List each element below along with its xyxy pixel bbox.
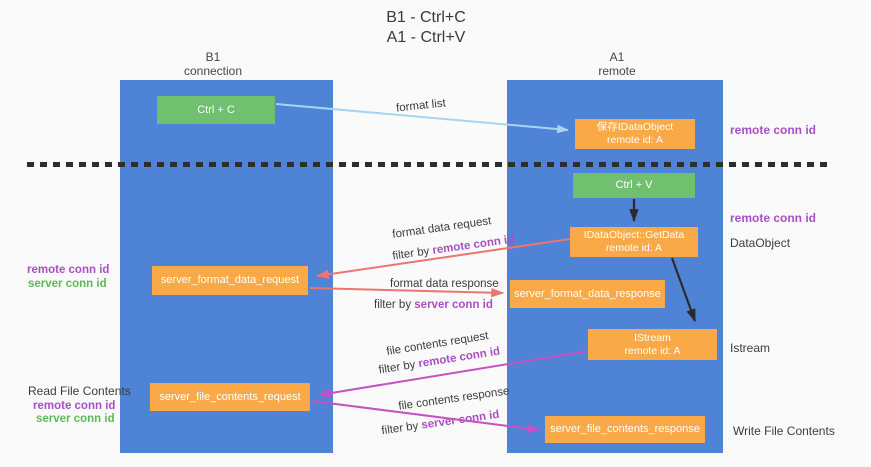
left-bottom-remote-conn-id-label: remote conn id bbox=[33, 400, 116, 412]
node-server-file-contents-response: server_file_contents_response bbox=[545, 416, 705, 443]
left-server-conn-id-label: server conn id bbox=[28, 278, 107, 290]
actor-b1-name: B1 bbox=[205, 50, 221, 64]
phase-divider bbox=[27, 162, 832, 167]
node-getdata-title: IDataObject::GetData bbox=[583, 229, 685, 241]
dataobject-label: DataObject bbox=[730, 236, 791, 250]
title-line-2: A1 - Ctrl+V bbox=[386, 29, 466, 46]
filter-prefix: filter by bbox=[377, 358, 417, 377]
node-istream: IStream remote id: A bbox=[588, 329, 717, 360]
remote-conn-id-mid-label: remote conn id bbox=[730, 211, 817, 225]
actor-a1-role: remote bbox=[598, 64, 636, 78]
filter-prefix: filter by bbox=[380, 420, 420, 438]
file-contents-response-filter: filter by server conn id bbox=[381, 409, 500, 437]
filter-prefix: filter by bbox=[374, 299, 412, 311]
title-line-1: B1 - Ctrl+C bbox=[386, 9, 466, 26]
actor-b1-header: B1 connection bbox=[184, 50, 242, 78]
node-server-file-contents-request-label: server_file_contents_request bbox=[159, 390, 301, 403]
actor-a1-header: A1 remote bbox=[598, 50, 635, 78]
node-save-idataobject-subtitle: remote id: A bbox=[606, 134, 664, 146]
node-server-format-data-response-label: server_format_data_response bbox=[514, 287, 661, 300]
read-file-contents-label: Read File Contents bbox=[28, 384, 131, 398]
istream-side-label: Istream bbox=[730, 341, 771, 355]
node-server-format-data-request: server_format_data_request bbox=[152, 266, 308, 295]
actor-a1-name: A1 bbox=[609, 50, 625, 64]
write-file-contents-label: Write File Contents bbox=[733, 424, 835, 438]
node-server-format-data-request-label: server_format_data_request bbox=[160, 274, 300, 286]
format-data-response-filter: filter by server conn id bbox=[374, 299, 493, 311]
diagram-title: B1 - Ctrl+C A1 - Ctrl+V bbox=[386, 8, 466, 48]
node-save-idataobject: 保存IDataObject remote id: A bbox=[575, 119, 695, 149]
node-server-format-data-response: server_format_data_response bbox=[510, 280, 665, 308]
server-conn-id-label: server conn id bbox=[414, 299, 493, 311]
format-data-response-label: format data response bbox=[390, 278, 499, 290]
node-save-idataobject-title: 保存IDataObject bbox=[596, 121, 674, 133]
node-ctrl-v-label: Ctrl + V bbox=[615, 179, 653, 191]
node-ctrl-v: Ctrl + V bbox=[573, 173, 695, 198]
remote-conn-id-top-label: remote conn id bbox=[730, 123, 817, 137]
server-conn-id-label: server conn id bbox=[420, 408, 501, 432]
left-bottom-server-conn-id-label: server conn id bbox=[36, 413, 115, 425]
node-getdata: IDataObject::GetData remote id: A bbox=[570, 227, 698, 257]
node-getdata-subtitle: remote id: A bbox=[605, 242, 663, 254]
format-list-label: format list bbox=[395, 97, 447, 115]
actor-b1-role: connection bbox=[183, 64, 243, 78]
node-ctrl-c: Ctrl + C bbox=[157, 96, 275, 124]
filter-prefix: filter by bbox=[391, 245, 431, 263]
remote-conn-id-label: remote conn id bbox=[431, 233, 515, 257]
format-data-request-label: format data request bbox=[391, 215, 493, 241]
node-server-file-contents-response-label: server_file_contents_response bbox=[550, 423, 700, 435]
node-istream-title: IStream bbox=[634, 331, 671, 344]
node-ctrl-c-label: Ctrl + C bbox=[197, 103, 235, 116]
node-istream-subtitle: remote id: A bbox=[624, 344, 681, 357]
node-server-file-contents-request: server_file_contents_request bbox=[150, 383, 310, 411]
left-remote-conn-id-label: remote conn id bbox=[27, 264, 110, 276]
